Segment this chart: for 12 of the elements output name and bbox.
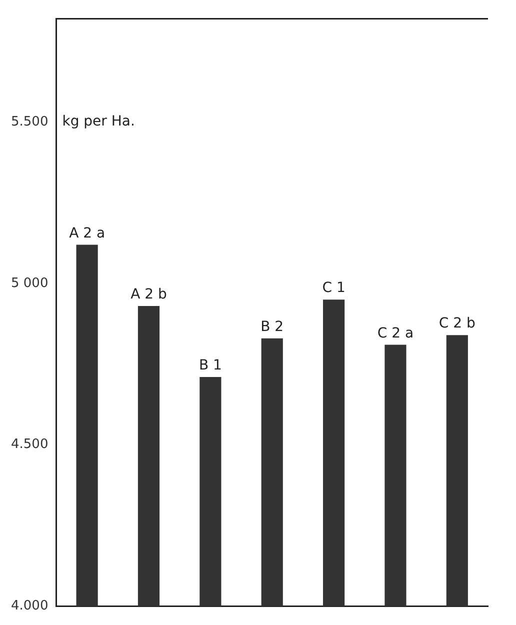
- y-tick-label: 5.500: [11, 114, 48, 130]
- y-tick-label: 4.000: [11, 598, 48, 614]
- x-tick-label: A 2 b: [130, 286, 167, 303]
- x-tick-label: B 1: [198, 358, 222, 374]
- x-tick-label: A 2 a: [69, 225, 106, 242]
- x-tick-label: C 2 b: [438, 316, 476, 332]
- x-tick-label: C 2 a: [377, 325, 414, 342]
- y-tick-label: 4.500: [11, 437, 48, 452]
- x-tick-label: C 1: [322, 280, 346, 296]
- y-tick-label: 5 000: [11, 276, 48, 291]
- y-axis-title: kg per Ha.: [62, 114, 135, 130]
- x-tick-label: B 2: [260, 318, 284, 335]
